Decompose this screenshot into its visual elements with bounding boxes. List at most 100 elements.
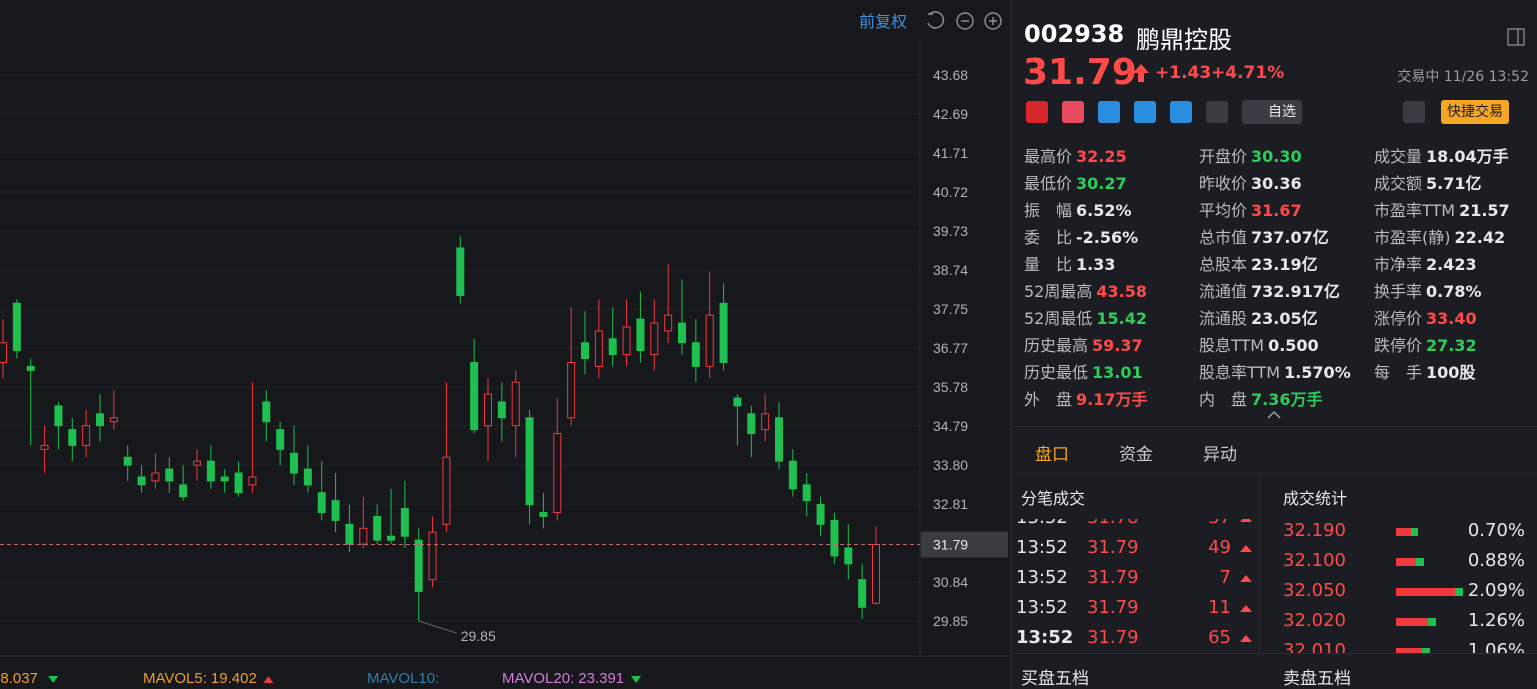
- layout-icon[interactable]: [1506, 27, 1526, 47]
- stat-label: 最低价: [1024, 174, 1073, 193]
- volume-price: 32.190: [1283, 520, 1346, 541]
- stat-value: 43.58: [1096, 282, 1147, 301]
- tick-arrow: [1240, 575, 1252, 582]
- stat-item: 总市值 737.07亿: [1199, 224, 1329, 248]
- tick-arrow: [1240, 635, 1252, 642]
- volume-bar-buy: [1416, 558, 1425, 566]
- bid-title: 买盘五档: [1021, 669, 1089, 689]
- candle-body: [691, 342, 700, 367]
- candle-body: [317, 492, 326, 513]
- stat-value: 0.78%: [1426, 282, 1482, 301]
- stat-item: 委 比 -2.56%: [1024, 224, 1138, 248]
- volume-indicator: 18.037: [0, 670, 38, 687]
- stat-label: 最高价: [1024, 147, 1073, 166]
- stat-label: 股息TTM: [1199, 336, 1265, 355]
- candle-body: [54, 405, 63, 427]
- volume-row: 32.010 1.06%: [1273, 640, 1537, 661]
- stat-value: 6.52%: [1076, 201, 1132, 220]
- candle-body: [484, 393, 492, 427]
- stat-label: 市盈率TTM: [1374, 201, 1456, 220]
- alert-icon[interactable]: [1403, 101, 1425, 123]
- tab[interactable]: 异动: [1203, 445, 1237, 465]
- stat-value: 59.37: [1092, 336, 1143, 355]
- candle-body: [622, 326, 631, 356]
- volume-row: 32.020 1.26%: [1273, 610, 1537, 634]
- stat-item: 总股本 23.19亿: [1199, 251, 1318, 275]
- stat-value: 30.27: [1076, 174, 1127, 193]
- stat-label: 市净率: [1374, 255, 1423, 274]
- margin-icon[interactable]: [1062, 101, 1084, 123]
- candle-body: [137, 476, 146, 486]
- volume-price: 32.010: [1283, 640, 1346, 661]
- tick-volume: 37: [1208, 507, 1231, 528]
- candle-body: [0, 342, 7, 363]
- candle-body: [290, 452, 298, 474]
- tick-price: 31.78: [1087, 507, 1139, 528]
- volume-bar: [1396, 588, 1463, 596]
- volume-bar: [1396, 648, 1430, 654]
- stat-item: 成交量 18.04万手: [1374, 143, 1509, 167]
- trend-arrow: [263, 676, 274, 683]
- candle-body: [220, 476, 229, 482]
- low-label: 29.85: [461, 628, 496, 644]
- candle-body: [511, 381, 520, 427]
- candle-body: [82, 425, 91, 446]
- y-tick-label: 29.85: [933, 613, 968, 629]
- stat-item: 昨收价 30.36: [1199, 170, 1302, 194]
- connect-icon[interactable]: [1098, 101, 1120, 123]
- note-icon[interactable]: [1206, 101, 1228, 123]
- indicator-value: 19.402: [211, 670, 257, 687]
- stat-item: 涨停价 33.40: [1374, 305, 1477, 329]
- undo-icon[interactable]: [927, 11, 945, 29]
- cn-flag-icon[interactable]: [1026, 101, 1048, 123]
- quick-trade-button[interactable]: 快捷交易: [1441, 100, 1509, 124]
- volume-pct: 2.09%: [1467, 580, 1525, 601]
- adjust-toggle[interactable]: 前复权: [859, 13, 907, 31]
- stat-value: 23.05亿: [1251, 309, 1318, 328]
- stat-label: 振 幅: [1024, 201, 1073, 220]
- dollar-icon[interactable]: [1134, 101, 1156, 123]
- y-tick-label: 39.73: [933, 223, 968, 239]
- volume-pct: 1.06%: [1467, 640, 1525, 661]
- tab[interactable]: 盘口: [1035, 445, 1069, 465]
- watchlist-button[interactable]: 自选: [1242, 100, 1302, 124]
- tick-price: 31.79: [1087, 627, 1139, 648]
- stat-value: 732.917亿: [1251, 282, 1340, 301]
- stat-value: 21.57: [1459, 201, 1510, 220]
- candle-body: [456, 247, 465, 296]
- candle-body: [400, 508, 409, 537]
- volume-indicator: MAVOL10:: [367, 670, 439, 687]
- tick-time: 13:52: [1016, 627, 1074, 648]
- candle-body: [858, 579, 867, 608]
- stat-label: 流通股: [1199, 309, 1248, 328]
- stat-label: 股息率TTM: [1199, 363, 1281, 382]
- tick-price: 31.79: [1087, 537, 1139, 558]
- candle-body: [747, 413, 756, 435]
- y-tick-label: 38.74: [933, 262, 968, 278]
- stat-label: 市盈率(静): [1374, 228, 1451, 247]
- volume-price: 32.050: [1283, 580, 1346, 601]
- stat-value: 15.42: [1096, 309, 1147, 328]
- volume-row: 32.050 2.09%: [1273, 580, 1537, 604]
- tag-icon[interactable]: [1170, 101, 1192, 123]
- stat-label: 昨收价: [1199, 174, 1248, 193]
- candle-body: [802, 484, 811, 502]
- stat-value: 100股: [1426, 363, 1476, 382]
- tick-time: 13:52: [1016, 507, 1068, 528]
- last-price: 31.79: [1023, 52, 1137, 93]
- candle-body: [844, 547, 853, 565]
- candle-body: [345, 523, 354, 545]
- collapse-icon[interactable]: [1266, 408, 1282, 420]
- stat-item: 振 幅 6.52%: [1024, 197, 1132, 221]
- zoom-out-icon[interactable]: [956, 12, 974, 30]
- stat-item: 市盈率TTM 21.57: [1374, 197, 1510, 221]
- stat-value: 1.570%: [1284, 363, 1351, 382]
- zoom-in-icon[interactable]: [984, 12, 1002, 30]
- chart-bg: [0, 0, 1008, 689]
- tick-arrow: [1240, 519, 1252, 522]
- candle-body: [123, 456, 132, 466]
- tab[interactable]: 资金: [1119, 445, 1153, 465]
- price-change-pct: +4.71%: [1211, 63, 1285, 83]
- candle-body: [109, 417, 118, 423]
- collapse-chevron: [1267, 410, 1281, 419]
